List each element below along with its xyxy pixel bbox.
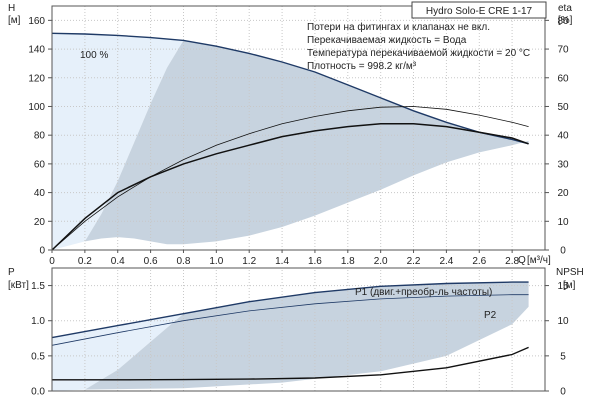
top-plot-frame bbox=[51, 5, 546, 251]
x-tick-label: 0.2 bbox=[78, 256, 92, 267]
y-left-tick-label: 1.5 bbox=[31, 281, 45, 292]
chart-title: Hydro Solo-E CRE 1-17 bbox=[426, 6, 533, 17]
y-right-tick-label: 50 bbox=[557, 102, 569, 113]
p1-legend-label: P1 (двиг.+преобр-ль частоты) bbox=[355, 286, 492, 298]
curve-p1 bbox=[51, 281, 529, 339]
fill-layer bbox=[52, 33, 529, 391]
y-left-unit-bottom: [кВт] bbox=[8, 280, 29, 291]
x-tick-label: 2.4 bbox=[439, 256, 453, 267]
x-tick-label: 1.6 bbox=[308, 256, 322, 267]
curve-p2 bbox=[51, 294, 529, 346]
curves-layer bbox=[51, 32, 529, 381]
y-left-tick-label: 1.0 bbox=[31, 316, 45, 327]
y-right-unit-top: [%] bbox=[558, 15, 573, 26]
y-left-label-bottom: P bbox=[8, 267, 15, 278]
x-tick-label: 1.4 bbox=[275, 256, 289, 267]
x-tick-label: 2.0 bbox=[374, 256, 388, 267]
x-tick-label: 0.8 bbox=[177, 256, 191, 267]
y-right-label-top: eta bbox=[558, 3, 572, 14]
x-axis-unit: [м³/ч] bbox=[527, 255, 551, 266]
x-tick-label: 2.8 bbox=[505, 256, 519, 267]
y-left-tick-label: 0 bbox=[39, 246, 45, 257]
y-right-tick-label: 60 bbox=[557, 73, 569, 84]
y-right-tick-label: 80 bbox=[557, 16, 569, 27]
p2-legend-label: P2 bbox=[484, 310, 497, 321]
y-right-tick-label: 10 bbox=[557, 217, 569, 228]
y-right-tick-label: 0 bbox=[560, 246, 566, 257]
y-left-tick-label: 140 bbox=[28, 45, 45, 56]
y-left-tick-label: 0.0 bbox=[31, 387, 45, 398]
x-tick-label: 0.4 bbox=[111, 256, 125, 267]
curve-npsh bbox=[52, 346, 529, 381]
y-left-tick-label: 60 bbox=[34, 159, 46, 170]
y-right-tick-label: 5 bbox=[560, 351, 566, 362]
y-right-tick-label: 40 bbox=[557, 131, 569, 142]
y-right-label-bottom: NPSH bbox=[556, 267, 584, 278]
y-right-unit-bottom: [м] bbox=[563, 280, 576, 291]
y-right-tick-label: 20 bbox=[557, 188, 569, 199]
x-tick-label: 2.2 bbox=[407, 256, 421, 267]
y-right-tick-label: 10 bbox=[557, 316, 569, 327]
y-right-tick-label: 70 bbox=[557, 45, 569, 56]
x-tick-label: 1.8 bbox=[341, 256, 355, 267]
grid-layer bbox=[52, 6, 545, 391]
y-left-tick-label: 80 bbox=[34, 131, 46, 142]
y-left-tick-label: 40 bbox=[34, 188, 46, 199]
y-left-tick-label: 120 bbox=[28, 73, 45, 84]
note-density: Плотность = 998.2 кг/м³ bbox=[307, 61, 417, 72]
y-left-tick-label: 100 bbox=[28, 102, 45, 113]
note-fittings: Потери на фитингах и клапанах не вкл. bbox=[307, 21, 490, 33]
x-tick-label: 1.2 bbox=[242, 256, 256, 267]
y-left-tick-label: 160 bbox=[28, 16, 45, 27]
y-right-tick-label: 0 bbox=[560, 387, 566, 398]
y-right-tick-label: 15 bbox=[557, 281, 569, 292]
x-tick-label: 0.6 bbox=[144, 256, 158, 267]
note-temperature: Температура перекачиваемой жидкости = 20… bbox=[307, 48, 530, 59]
x-axis-label: Q bbox=[518, 255, 526, 266]
speed-label: 100 % bbox=[80, 50, 108, 61]
curve-eta bbox=[51, 122, 529, 251]
title-box bbox=[411, 1, 547, 19]
y-left-unit-top: [м] bbox=[8, 15, 21, 26]
x-tick-label: 0 bbox=[49, 256, 55, 267]
y-left-tick-label: 20 bbox=[34, 217, 46, 228]
curve-h-thin bbox=[51, 106, 529, 251]
curve-h-100 bbox=[51, 32, 529, 145]
y-right-tick-label: 30 bbox=[557, 159, 569, 170]
bottom-plot-frame bbox=[51, 267, 546, 392]
note-fluid: Перекачиваемая жидкость = Вода bbox=[307, 35, 467, 46]
y-left-tick-label: 0.5 bbox=[31, 351, 45, 362]
top-operating-region bbox=[84, 40, 529, 245]
y-left-label-top: H bbox=[8, 3, 15, 14]
x-tick-label: 2.6 bbox=[472, 256, 486, 267]
bottom-operating-region bbox=[84, 282, 529, 390]
x-tick-label: 1.0 bbox=[209, 256, 223, 267]
